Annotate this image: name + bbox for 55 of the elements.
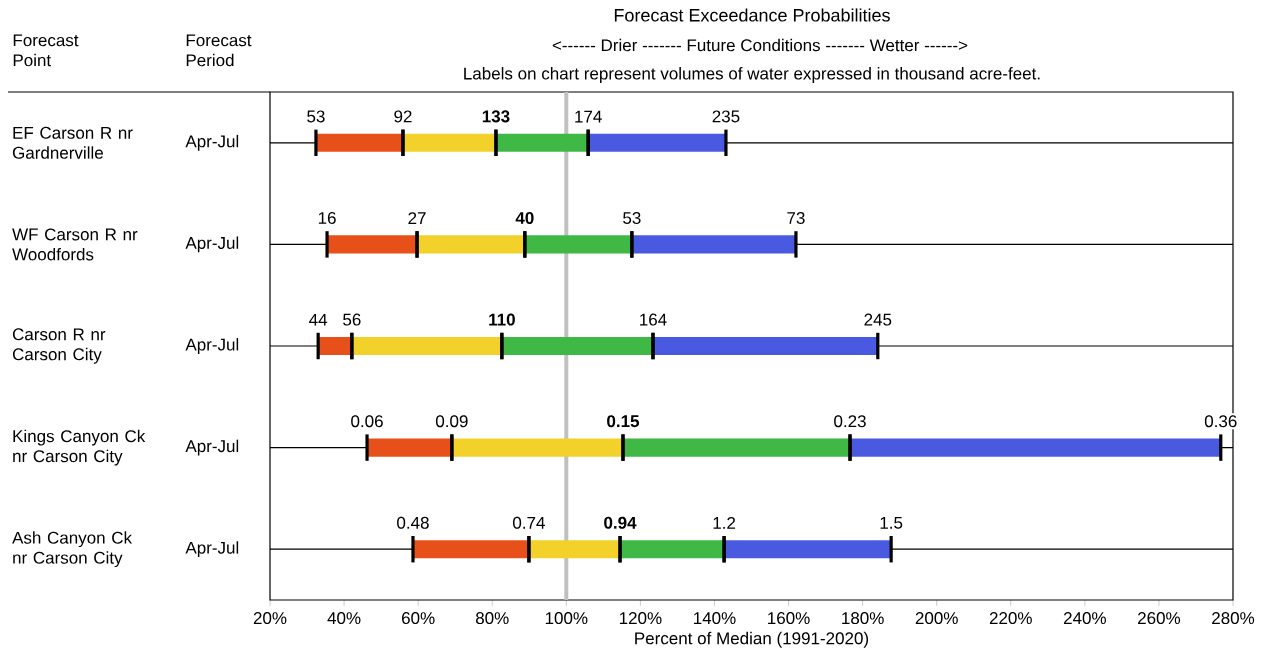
y-tick-label: Kings Canyon Ck nr Carson City	[13, 429, 146, 466]
x-tick-label: 260%	[1138, 612, 1181, 625]
annotation: 53	[623, 211, 641, 224]
x-tick-label: 240%	[1063, 612, 1106, 625]
annotation: 0.48	[397, 516, 429, 529]
text: Apr-Jul	[185, 236, 239, 253]
annotation: 53	[307, 110, 325, 123]
x-tick-label: 40%	[327, 612, 361, 625]
text: Labels on chart represent volumes of water expressed in thousand acre-feet.	[464, 67, 1040, 83]
annotation: 16	[318, 211, 336, 224]
text: Apr-Jul	[185, 439, 239, 456]
x-tick-label: 200%	[915, 612, 958, 625]
annotation: 245	[864, 313, 892, 326]
annotation: 27	[408, 212, 426, 225]
text: Apr-Jul	[185, 338, 239, 354]
text: Apr-Jul	[185, 541, 239, 558]
text: Forecast Point	[13, 34, 79, 67]
x-tick-label: 20%	[253, 612, 287, 625]
annotation: 56	[343, 313, 361, 326]
x-tick-label: 120%	[619, 612, 662, 625]
annotation: 0.74	[513, 516, 545, 529]
y-tick-label: EF Carson R nr Gardnerville	[12, 126, 133, 159]
x-tick-label: 80%	[475, 612, 509, 625]
chart-subtitle: <------ Drier ------- Future Conditions ------- Wetter ------>	[552, 38, 968, 52]
annotation: 0.15	[607, 415, 640, 428]
annotation: 44	[309, 313, 328, 326]
x-tick-label: 100%	[545, 612, 588, 625]
y-tick-label: WF Carson R nr Woodfords	[12, 228, 138, 261]
x-tick-label: 60%	[402, 612, 435, 625]
annotation: 92	[394, 110, 412, 123]
annotation: 133	[482, 110, 510, 123]
annotation: 174	[575, 110, 602, 123]
text: Apr-Jul	[185, 134, 239, 151]
annotation: 0.94	[604, 516, 637, 529]
x-tick-label: 180%	[842, 612, 884, 625]
text: Forecast Period	[186, 34, 252, 67]
x-tick-label: 220%	[989, 612, 1032, 625]
annotation: 0.36	[1204, 415, 1237, 428]
x-tick-label: 160%	[768, 612, 810, 625]
y-tick-label: Carson R nr Carson City	[12, 328, 106, 364]
x-axis-title: Percent of Median (1991-2020)	[635, 631, 869, 648]
annotation: 164	[640, 313, 667, 326]
y-tick-label: Ash Canyon Ck nr Carson City	[12, 531, 133, 568]
annotation: 0.06	[351, 415, 383, 428]
annotation: 0.09	[435, 415, 468, 428]
x-tick-label: 280%	[1212, 612, 1255, 625]
annotation: 1.5	[880, 516, 903, 529]
annotation: 40	[515, 211, 534, 224]
annotation: 1.2	[713, 516, 736, 529]
annotation: 110	[489, 313, 515, 326]
chart-title: Forecast Exceedance Probabilities	[614, 8, 890, 22]
annotation: 73	[787, 211, 805, 224]
x-tick-label: 140%	[694, 612, 736, 625]
annotation: 235	[712, 110, 740, 123]
annotation: 0.23	[834, 415, 866, 428]
